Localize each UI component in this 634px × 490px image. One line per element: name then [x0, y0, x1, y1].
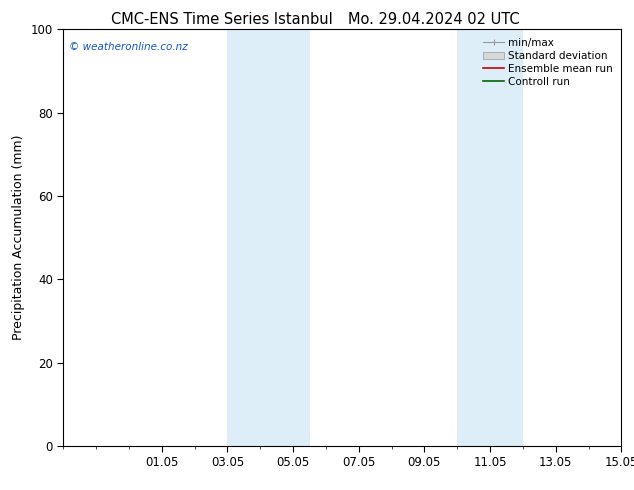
- Text: © weatheronline.co.nz: © weatheronline.co.nz: [69, 42, 188, 52]
- Text: CMC-ENS Time Series Istanbul: CMC-ENS Time Series Istanbul: [111, 12, 333, 27]
- Text: Mo. 29.04.2024 02 UTC: Mo. 29.04.2024 02 UTC: [349, 12, 520, 27]
- Legend: min/max, Standard deviation, Ensemble mean run, Controll run: min/max, Standard deviation, Ensemble me…: [480, 35, 616, 90]
- Bar: [228, 29, 309, 446]
- Bar: [457, 29, 523, 446]
- Y-axis label: Precipitation Accumulation (mm): Precipitation Accumulation (mm): [12, 135, 25, 341]
